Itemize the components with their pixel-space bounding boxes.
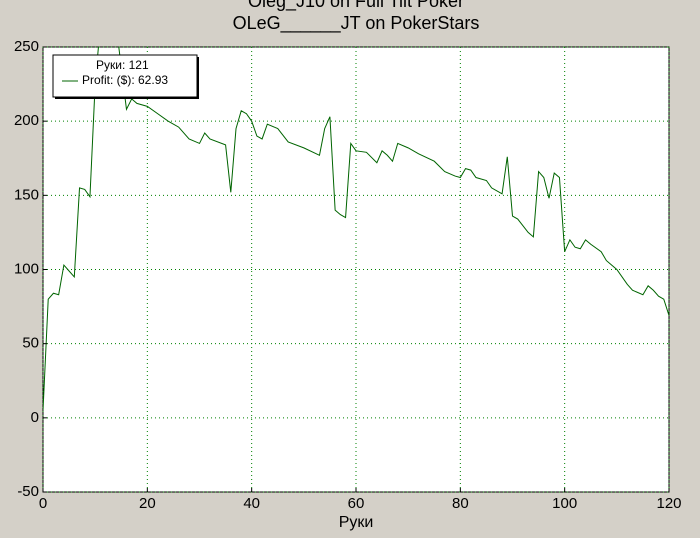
legend-header: Руки: 121	[96, 58, 149, 72]
chart-title: Oleg_J10 on Full Tilt Poker	[248, 0, 464, 12]
x-tick-label: 20	[139, 495, 156, 512]
y-tick-label: -50	[17, 483, 39, 500]
legend-box	[52, 54, 198, 98]
y-tick-label: 200	[14, 112, 39, 129]
x-tick-label: 120	[656, 495, 681, 512]
y-tick-label: 100	[14, 260, 39, 277]
x-tick-label: 100	[552, 495, 577, 512]
x-tick-label: 0	[39, 495, 47, 512]
series-line	[43, 47, 669, 411]
y-tick-label: 250	[14, 38, 39, 55]
x-tick-label: 40	[243, 495, 260, 512]
x-tick-label: 80	[452, 495, 469, 512]
y-tick-label: 0	[31, 409, 39, 426]
legend: Руки: 121 Profit: ($): 62.93	[52, 54, 199, 99]
y-tick-label: 50	[22, 335, 39, 352]
legend-label: Profit: ($): 62.93	[82, 73, 168, 87]
chart-subtitle: OLeG______JT on PokerStars	[233, 13, 480, 34]
x-tick-label: 60	[348, 495, 365, 512]
x-axis-label: Руки	[339, 514, 374, 531]
y-tick-label: 150	[14, 186, 39, 203]
